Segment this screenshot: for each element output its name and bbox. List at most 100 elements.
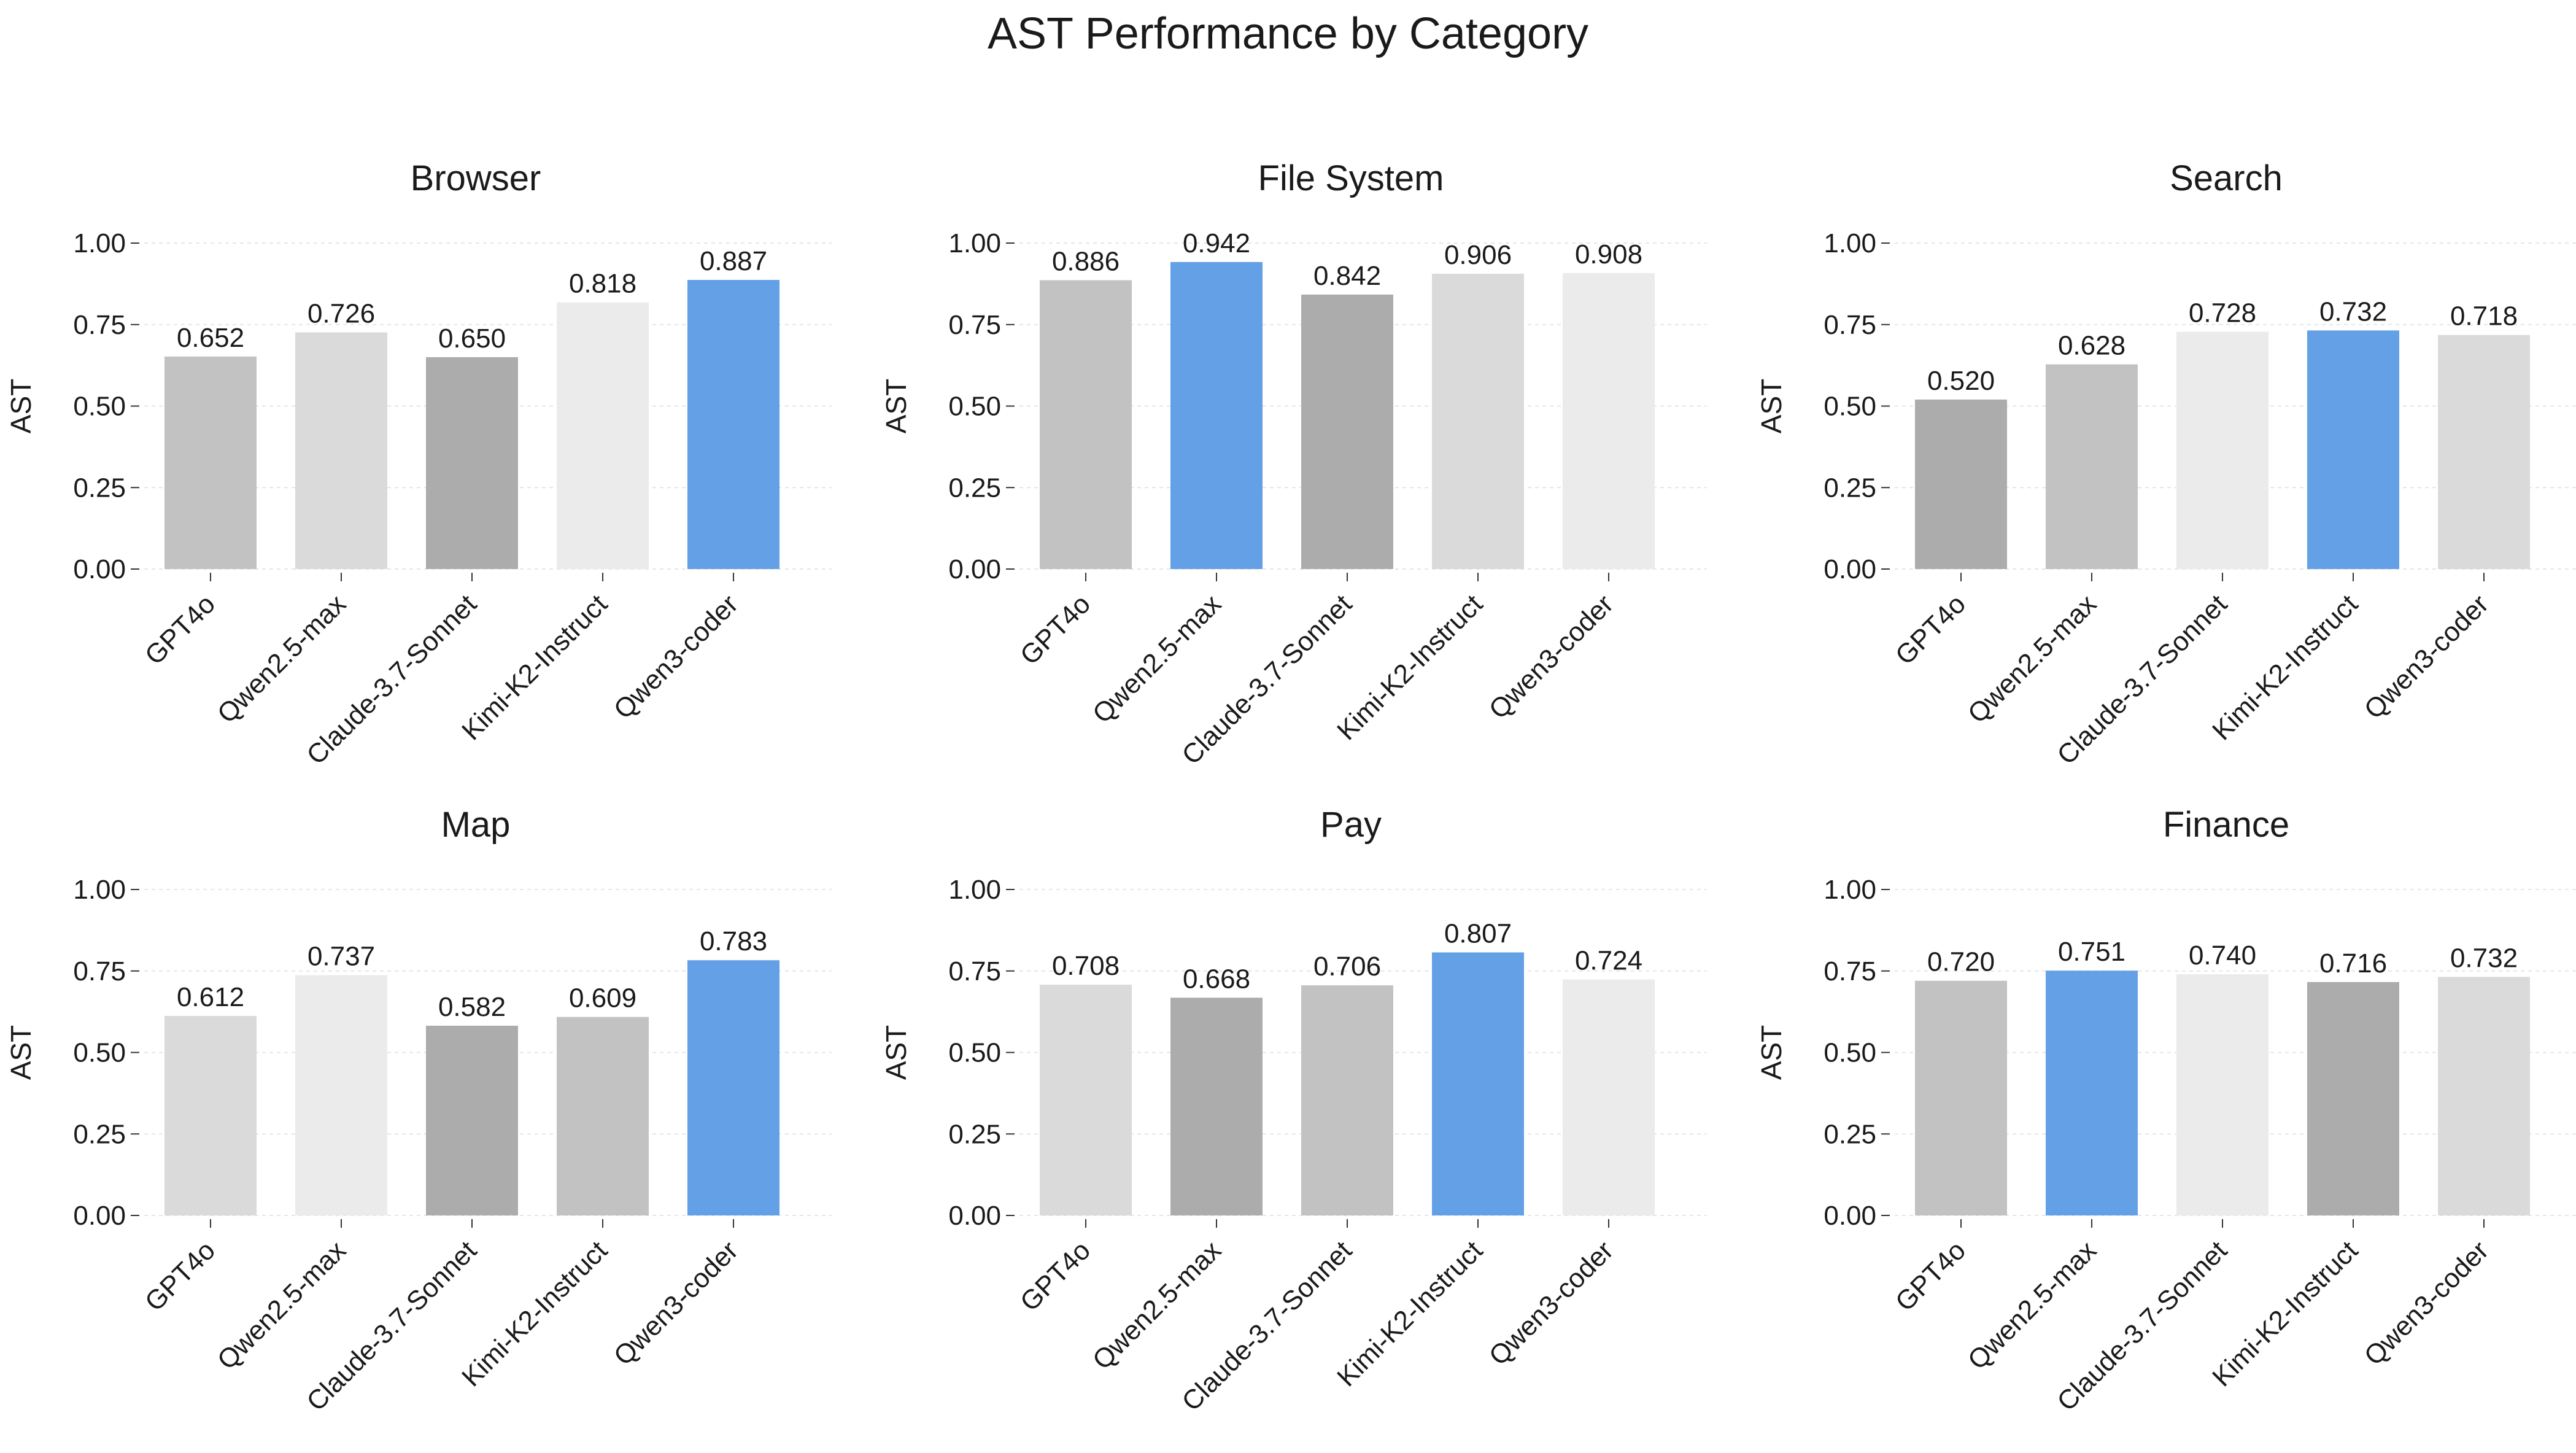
data-label: 0.732 [2450, 943, 2518, 973]
data-label: 0.842 [1313, 261, 1381, 291]
bar [2046, 971, 2138, 1215]
bar [426, 1025, 518, 1215]
data-label: 0.740 [2189, 940, 2256, 971]
bar [426, 357, 518, 569]
y-tick-label: 1.00 [948, 875, 1001, 905]
y-tick-label: 0.00 [1824, 554, 1876, 584]
panel-search: Search 0.00 0.25 0.50 0.75 1.00 AST 0.520 GPT4o 0… [1755, 158, 2576, 770]
panel-browser: Browser 0.00 0.25 0.50 0.75 1.00 AST 0.652 GPT4o… [5, 158, 832, 770]
y-axis-label: AST [5, 379, 37, 433]
y-tick-label: 0.50 [1824, 1038, 1876, 1068]
data-label: 0.726 [307, 298, 375, 328]
bar [1301, 985, 1393, 1215]
x-tick-label: Qwen3-coder [1483, 1235, 1619, 1371]
x-tick-label: Qwen3-coder [608, 589, 744, 724]
y-tick-label: 0.25 [948, 473, 1001, 503]
bar [1915, 980, 2007, 1215]
y-tick-label: 0.25 [948, 1119, 1001, 1149]
bar [2438, 335, 2530, 569]
x-tick-label: GPT4o [1015, 589, 1096, 670]
data-label: 0.886 [1052, 247, 1120, 277]
bar [1563, 273, 1655, 569]
panel-title: Finance [2163, 805, 2289, 845]
data-label: 0.716 [2319, 948, 2387, 978]
y-axis-label: AST [1755, 379, 1787, 433]
x-tick-label: GPT4o [1890, 589, 1971, 670]
bar [1170, 998, 1263, 1215]
x-tick-label: GPT4o [139, 1235, 221, 1317]
data-label: 0.908 [1575, 239, 1642, 269]
panel-title: Browser [411, 158, 541, 198]
x-tick-label: Qwen3-coder [1483, 589, 1619, 724]
bar [1563, 979, 1655, 1215]
bar [557, 1017, 649, 1215]
y-tick-label: 0.00 [948, 554, 1001, 584]
bar [2176, 331, 2269, 569]
data-label: 0.609 [569, 983, 636, 1013]
bar [557, 302, 649, 569]
data-label: 0.706 [1313, 951, 1381, 982]
data-label: 0.818 [569, 269, 636, 299]
data-label: 0.728 [2189, 298, 2256, 328]
data-label: 0.652 [177, 323, 244, 353]
data-label: 0.708 [1052, 951, 1120, 981]
y-tick-label: 0.00 [73, 554, 126, 584]
bar [295, 332, 387, 569]
y-tick-label: 0.50 [73, 392, 126, 422]
y-axis-label: AST [1755, 1025, 1787, 1080]
bar [2438, 977, 2530, 1215]
x-tick-label: Qwen2.5-max [1962, 589, 2102, 729]
panel-title: Pay [1320, 805, 1382, 845]
data-label: 0.737 [307, 942, 375, 972]
y-axis-label: AST [880, 379, 912, 433]
y-tick-label: 0.75 [73, 310, 126, 340]
y-tick-label: 0.75 [948, 310, 1001, 340]
bar [2307, 982, 2399, 1215]
y-tick-label: 0.75 [948, 956, 1001, 986]
panel-pay: Pay 0.00 0.25 0.50 0.75 1.00 AST 0.708 GPT4o 0.66… [880, 805, 1707, 1417]
data-label: 0.942 [1183, 228, 1250, 258]
x-tick-label: Qwen2.5-max [212, 1235, 352, 1375]
bar [687, 280, 779, 569]
y-tick-label: 1.00 [73, 228, 126, 258]
y-tick-label: 0.50 [948, 392, 1001, 422]
x-tick-label: Qwen2.5-max [1087, 589, 1227, 729]
panel-title: File System [1258, 158, 1444, 198]
x-tick-label: GPT4o [1015, 1235, 1096, 1317]
x-tick-label: Qwen2.5-max [1962, 1235, 2102, 1375]
panel-finance: Finance 0.00 0.25 0.50 0.75 1.00 AST 0.720 GPT4o… [1755, 805, 2576, 1417]
y-tick-label: 1.00 [948, 228, 1001, 258]
data-label: 0.783 [700, 926, 767, 956]
data-label: 0.807 [1444, 918, 1512, 948]
y-axis-label: AST [5, 1025, 37, 1080]
x-tick-label: Qwen3-coder [608, 1235, 744, 1371]
panel-title: Search [2170, 158, 2283, 198]
data-label: 0.668 [1183, 964, 1250, 994]
bar [2307, 330, 2399, 569]
bar [1040, 985, 1132, 1215]
y-tick-label: 0.00 [73, 1201, 126, 1231]
bar [1040, 280, 1132, 569]
y-tick-label: 0.75 [73, 956, 126, 986]
x-tick-label: Qwen3-coder [2359, 1235, 2494, 1371]
bar [1301, 294, 1393, 569]
y-tick-label: 0.25 [73, 1119, 126, 1149]
bar [687, 960, 779, 1215]
data-label: 0.906 [1444, 240, 1512, 270]
y-tick-label: 1.00 [73, 875, 126, 905]
bar [164, 1016, 257, 1215]
panel-map: Map 0.00 0.25 0.50 0.75 1.00 AST 0.612 GPT4o 0.73… [5, 805, 832, 1417]
y-tick-label: 0.50 [73, 1038, 126, 1068]
x-tick-label: GPT4o [139, 589, 221, 670]
y-tick-label: 1.00 [1824, 228, 1876, 258]
data-label: 0.751 [2058, 937, 2125, 967]
bar [295, 975, 387, 1215]
bar [1432, 273, 1524, 569]
data-label: 0.650 [438, 324, 506, 354]
bar [164, 356, 257, 569]
bar [1915, 399, 2007, 569]
y-tick-label: 0.75 [1824, 956, 1876, 986]
data-label: 0.724 [1575, 946, 1642, 976]
data-label: 0.718 [2450, 301, 2518, 331]
